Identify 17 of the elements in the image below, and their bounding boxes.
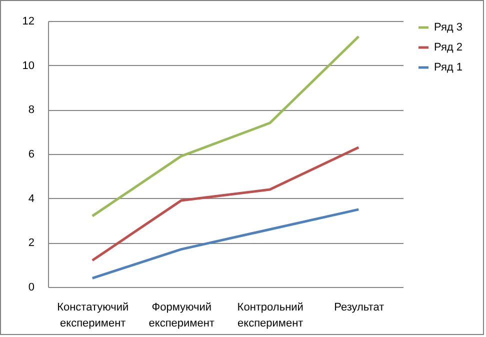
x-tick-label: Формуючий експеримент [148, 302, 214, 330]
y-tick-label: 6 [28, 148, 34, 160]
line-series [91, 208, 360, 280]
y-tick-label: 10 [22, 60, 34, 72]
y-tick-label: 4 [28, 192, 34, 205]
y-tick-label: 0 [28, 282, 34, 294]
legend-label: Ряд 3 [434, 22, 463, 34]
y-tick-label: 8 [28, 104, 34, 116]
y-tick-label: 12 [22, 16, 34, 28]
x-tick-label: Контрольний експеримент [237, 302, 304, 330]
x-tick-label: Результат [334, 302, 384, 314]
legend-label: Ряд 1 [434, 62, 463, 74]
y-tick-label: 2 [28, 237, 34, 250]
line-series [91, 35, 360, 218]
line-series [91, 146, 360, 262]
legend-label: Ряд 2 [434, 42, 463, 54]
x-tick-label: Констатуючий експеримент [57, 302, 129, 330]
